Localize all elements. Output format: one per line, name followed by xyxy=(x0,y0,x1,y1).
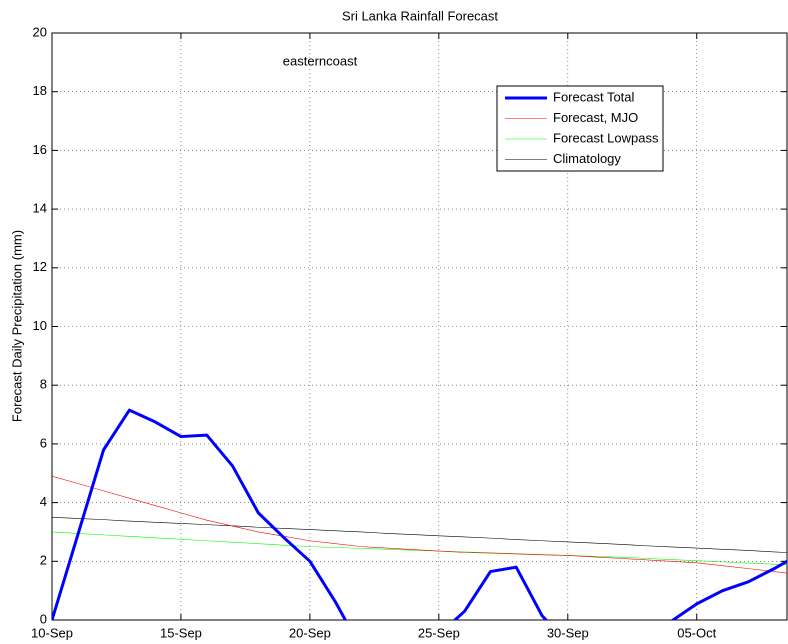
plot-area xyxy=(52,408,787,620)
legend-label: Climatology xyxy=(553,151,621,166)
chart-title: Sri Lanka Rainfall Forecast xyxy=(342,8,498,23)
data-line xyxy=(52,408,787,620)
y-tick-label: 4 xyxy=(40,494,47,509)
x-tick-label: 20-Sep xyxy=(289,625,331,640)
y-tick-label: 16 xyxy=(33,142,47,157)
y-tick-label: 6 xyxy=(40,435,47,450)
x-tick-label: 30-Sep xyxy=(547,625,589,640)
y-tick-label: 20 xyxy=(33,24,47,39)
y-tick-label: 8 xyxy=(40,377,47,392)
data-line xyxy=(52,475,787,574)
legend-box xyxy=(496,85,664,172)
y-tick-label: 0 xyxy=(40,611,47,626)
legend-label: Forecast, MJO xyxy=(553,110,638,125)
y-tick-label: 14 xyxy=(33,201,47,216)
annotation: easterncoast xyxy=(283,53,358,68)
legend-label: Forecast Lowpass xyxy=(553,130,659,145)
plot-frame xyxy=(51,32,788,621)
y-tick-label: 12 xyxy=(33,259,47,274)
x-tick-label: 05-Oct xyxy=(677,625,716,640)
legend-label: Forecast Total xyxy=(553,89,635,104)
x-tick-label: 10-Sep xyxy=(31,625,73,640)
data-line xyxy=(52,516,787,553)
y-tick-label: 18 xyxy=(33,83,47,98)
y-axis-label: Forecast Daily Precipitation (mm) xyxy=(9,230,24,422)
x-tick-label: 15-Sep xyxy=(160,625,202,640)
y-tick-label: 2 xyxy=(40,553,47,568)
y-tick-label: 10 xyxy=(33,318,47,333)
x-tick-label: 25-Sep xyxy=(418,625,460,640)
